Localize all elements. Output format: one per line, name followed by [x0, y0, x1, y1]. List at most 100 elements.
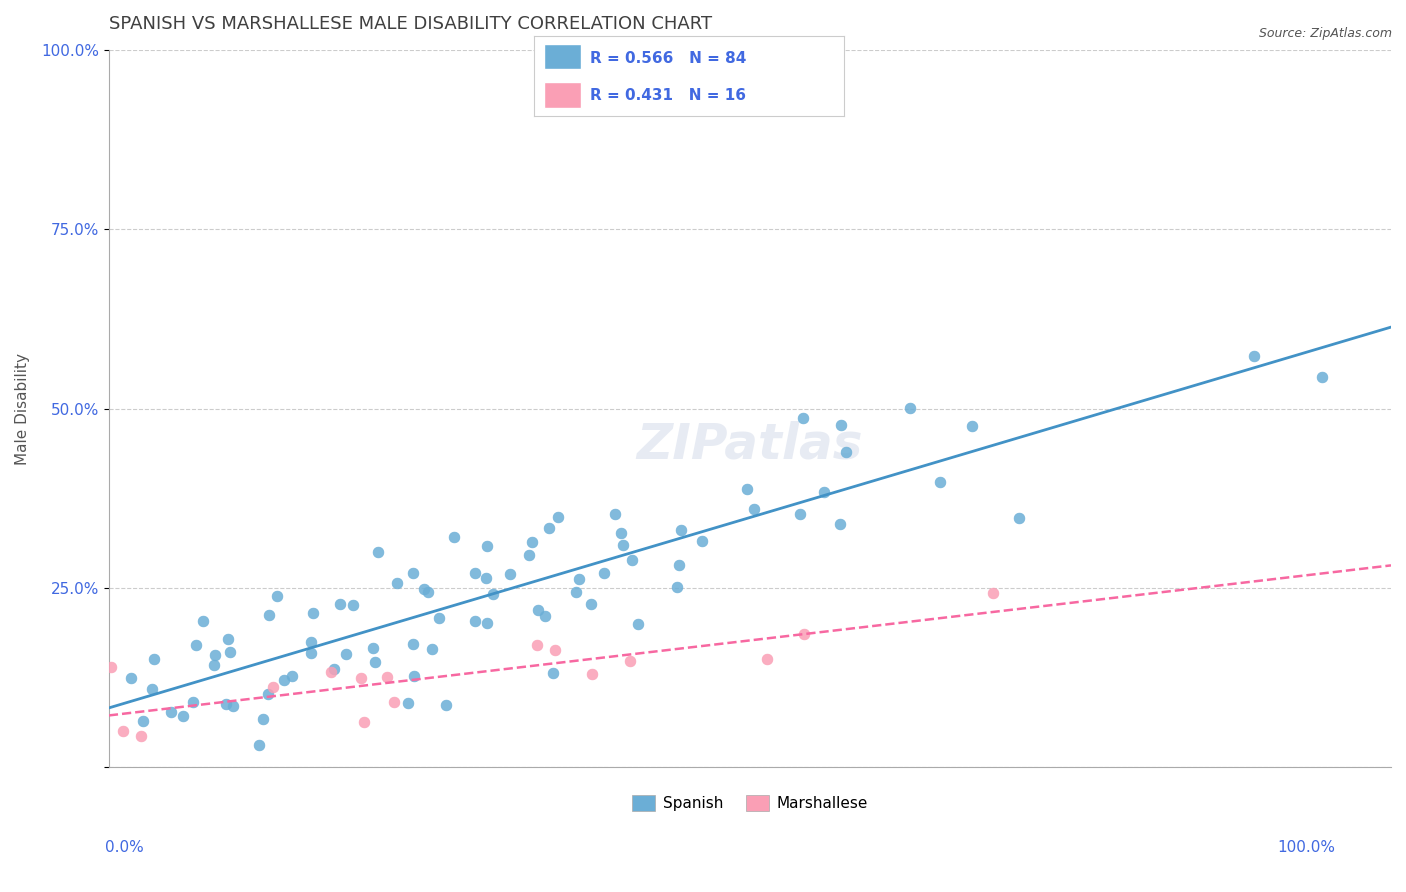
Text: Source: ZipAtlas.com: Source: ZipAtlas.com [1258, 27, 1392, 40]
Point [789, 507, 811, 521]
Text: ZIPatlas: ZIPatlas [637, 420, 863, 468]
Point [385, 576, 408, 591]
Point [402, 566, 425, 580]
Point [247, 738, 270, 752]
Point [547, 509, 569, 524]
Point [111, 724, 134, 739]
Point [215, 698, 238, 712]
Point [983, 586, 1005, 600]
Point [1007, 511, 1029, 525]
Y-axis label: Male Disability: Male Disability [15, 352, 30, 465]
FancyBboxPatch shape [544, 82, 581, 108]
Point [143, 652, 166, 666]
Point [538, 521, 561, 535]
Point [329, 597, 352, 611]
Point [141, 681, 163, 696]
Point [742, 502, 765, 516]
Point [364, 655, 387, 669]
Point [299, 635, 322, 649]
Point [568, 572, 591, 586]
Point [319, 665, 342, 679]
Point [898, 401, 921, 415]
Point [273, 673, 295, 687]
Point [301, 606, 323, 620]
Point [690, 533, 713, 548]
Point [323, 662, 346, 676]
Point [204, 657, 226, 672]
Point [335, 647, 357, 661]
Point [475, 539, 498, 553]
Point [353, 714, 375, 729]
Point [266, 589, 288, 603]
Point [522, 534, 544, 549]
Point [813, 485, 835, 500]
Point [534, 609, 557, 624]
Point [669, 523, 692, 537]
Point [160, 706, 183, 720]
Text: 100.0%: 100.0% [1278, 840, 1336, 855]
Point [830, 417, 852, 432]
Point [129, 729, 152, 743]
Point [526, 638, 548, 652]
Point [420, 642, 443, 657]
Point [412, 582, 434, 596]
Point [401, 637, 423, 651]
Point [342, 598, 364, 612]
Point [402, 669, 425, 683]
Point [835, 445, 858, 459]
Point [581, 667, 603, 681]
Point [299, 646, 322, 660]
Point [666, 580, 689, 594]
Point [204, 648, 226, 662]
Point [219, 645, 242, 659]
Point [475, 571, 498, 585]
Point [477, 615, 499, 630]
Point [499, 566, 522, 581]
Text: R = 0.566   N = 84: R = 0.566 N = 84 [591, 51, 747, 66]
Point [543, 666, 565, 681]
Text: R = 0.431   N = 16: R = 0.431 N = 16 [591, 87, 747, 103]
Point [382, 695, 405, 709]
Point [593, 566, 616, 581]
Point [172, 708, 194, 723]
Point [222, 698, 245, 713]
Text: SPANISH VS MARSHALLESE MALE DISABILITY CORRELATION CHART: SPANISH VS MARSHALLESE MALE DISABILITY C… [108, 15, 711, 33]
Point [543, 643, 565, 657]
Point [755, 652, 778, 666]
Point [1243, 349, 1265, 363]
Legend: Spanish, Marshallese: Spanish, Marshallese [626, 789, 875, 817]
Point [281, 669, 304, 683]
FancyBboxPatch shape [544, 44, 581, 70]
Point [620, 552, 643, 566]
Point [191, 614, 214, 628]
Point [792, 410, 814, 425]
Point [464, 566, 486, 580]
Point [928, 475, 950, 490]
Point [609, 526, 631, 541]
Point [627, 617, 650, 632]
Point [361, 640, 384, 655]
Point [464, 614, 486, 628]
Point [132, 714, 155, 729]
Point [603, 507, 626, 521]
Point [619, 654, 641, 668]
Point [830, 516, 852, 531]
Point [418, 584, 440, 599]
Point [434, 698, 457, 713]
Point [120, 672, 142, 686]
Point [668, 558, 690, 573]
Point [257, 608, 280, 623]
Point [262, 681, 284, 695]
Point [443, 530, 465, 544]
Point [217, 632, 239, 646]
Point [257, 687, 280, 701]
Point [527, 603, 550, 617]
Point [737, 482, 759, 496]
Point [181, 695, 204, 709]
Point [252, 712, 274, 726]
Point [100, 660, 122, 674]
Point [1310, 370, 1333, 384]
Point [579, 597, 602, 611]
Point [427, 611, 450, 625]
Point [367, 545, 389, 559]
